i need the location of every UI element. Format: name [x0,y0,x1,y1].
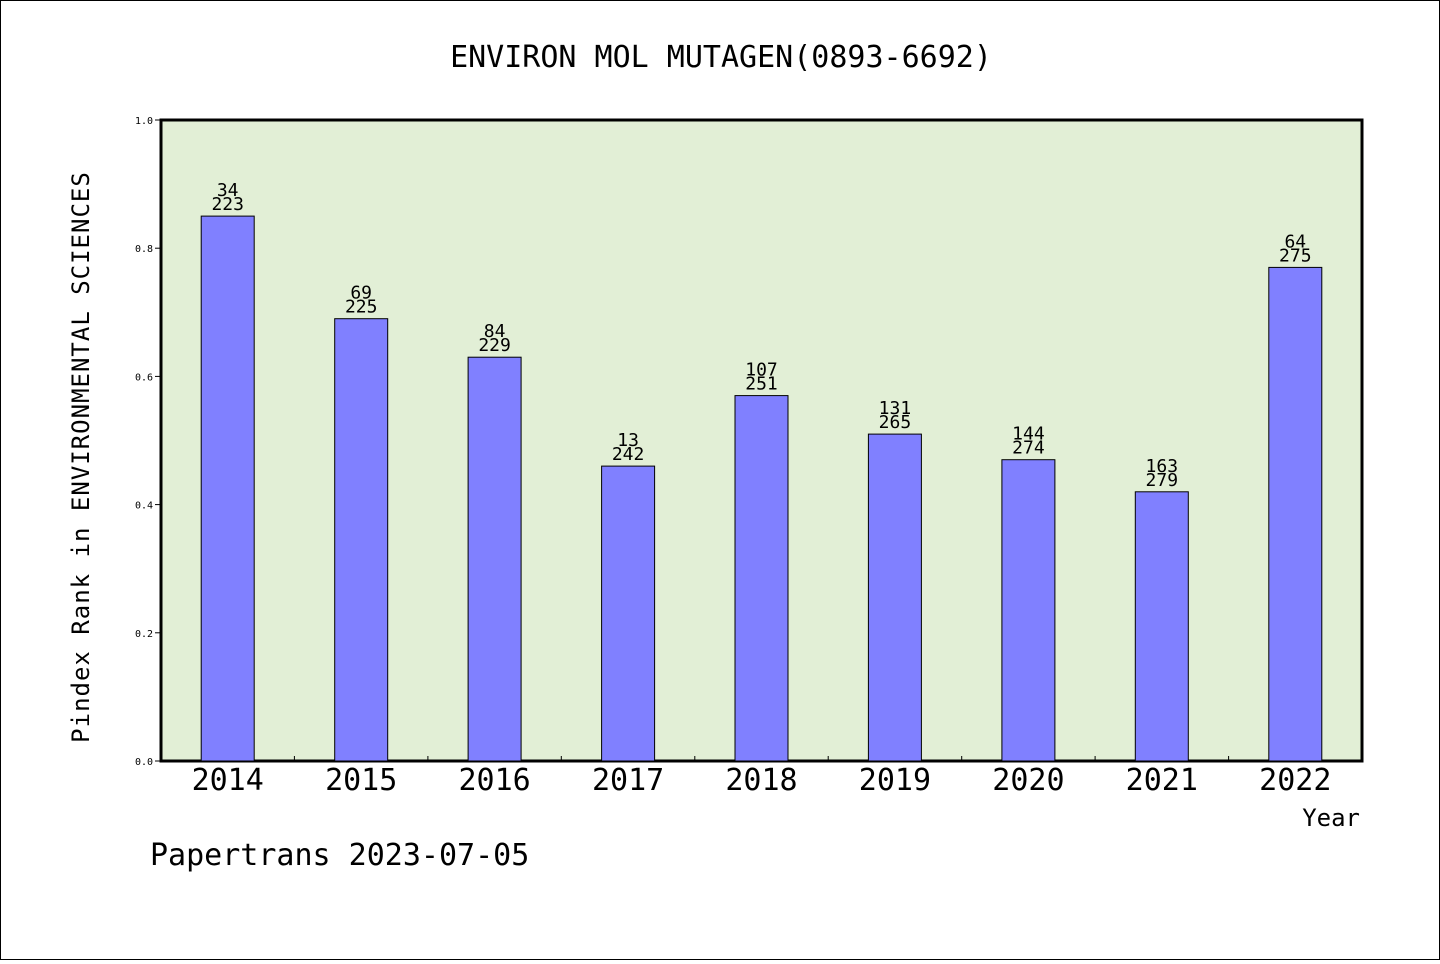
bar-2014 [200,215,255,762]
bar-2019 [867,433,922,762]
data-label-bottom-2020: 274 [1012,438,1045,459]
y-tick-label: 0.8 [135,244,153,255]
x-tick-label-2018: 2018 [725,763,797,798]
data-label-top-2021: 163 [1146,456,1179,477]
y-tick-label: 0.0 [135,757,153,768]
x-tick-label-2016: 2016 [458,763,530,798]
bar-2020 [1001,459,1056,762]
x-tick-label-2015: 2015 [325,763,397,798]
x-tick-label-2021: 2021 [1126,763,1198,798]
bar-2017 [601,465,656,762]
data-label-bottom-2018: 251 [745,374,778,395]
x-tick-label-2017: 2017 [592,763,664,798]
bars-group [200,215,1323,762]
data-label-bottom-2015: 225 [345,297,378,318]
data-label-top-2020: 144 [1012,424,1045,445]
data-label-top-2018: 107 [745,360,778,381]
bar-2018 [734,395,789,762]
x-axis-ticks: 2014 2015 2016 2017 2018 2019 2020 2021 2022 [192,756,1331,798]
data-label-bottom-2014: 223 [211,194,244,215]
bar-2022 [1268,266,1323,762]
data-label-top-2014: 34 [217,180,239,201]
y-tick-label: 0.4 [135,501,153,512]
y-tick-label: 0.6 [135,372,153,383]
data-label-top-2015: 69 [350,283,372,304]
y-tick-label: 1.0 [135,116,153,127]
chart-title: ENVIRON MOL MUTAGEN(0893-6692) [450,40,992,75]
data-label-bottom-2021: 279 [1146,470,1179,491]
bar-2015 [334,318,389,762]
data-label-top-2022: 64 [1284,231,1306,252]
data-label-top-2019: 131 [879,398,912,419]
x-tick-label-2020: 2020 [992,763,1064,798]
y-tick-label: 0.2 [135,629,153,640]
y-axis-label: Pindex Rank in ENVIRONMENTAL SCIENCES [67,171,95,743]
data-label-bottom-2016: 229 [478,335,511,356]
x-tick-label-2019: 2019 [859,763,931,798]
data-label-top-2016: 84 [484,321,506,342]
x-tick-label-2014: 2014 [192,763,264,798]
footer-credit: Papertrans 2023-07-05 [150,838,529,873]
bar-2021 [1134,491,1189,762]
data-label-bottom-2019: 265 [879,412,912,433]
data-label-bottom-2022: 275 [1279,245,1312,266]
x-tick-label-2022: 2022 [1259,763,1331,798]
bar-2016 [467,356,522,762]
x-axis-label: Year [1302,804,1360,832]
y-axis-ticks: 0.0 0.2 0.4 0.6 0.8 1.0 [135,116,161,768]
data-label-bottom-2017: 242 [612,444,645,465]
data-label-top-2017: 13 [617,430,639,451]
